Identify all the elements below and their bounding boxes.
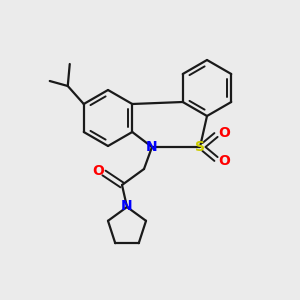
Text: S: S <box>195 140 205 154</box>
Text: O: O <box>92 164 104 178</box>
Text: O: O <box>218 126 230 140</box>
Text: N: N <box>121 199 133 213</box>
Text: O: O <box>218 154 230 168</box>
Text: N: N <box>146 140 158 154</box>
